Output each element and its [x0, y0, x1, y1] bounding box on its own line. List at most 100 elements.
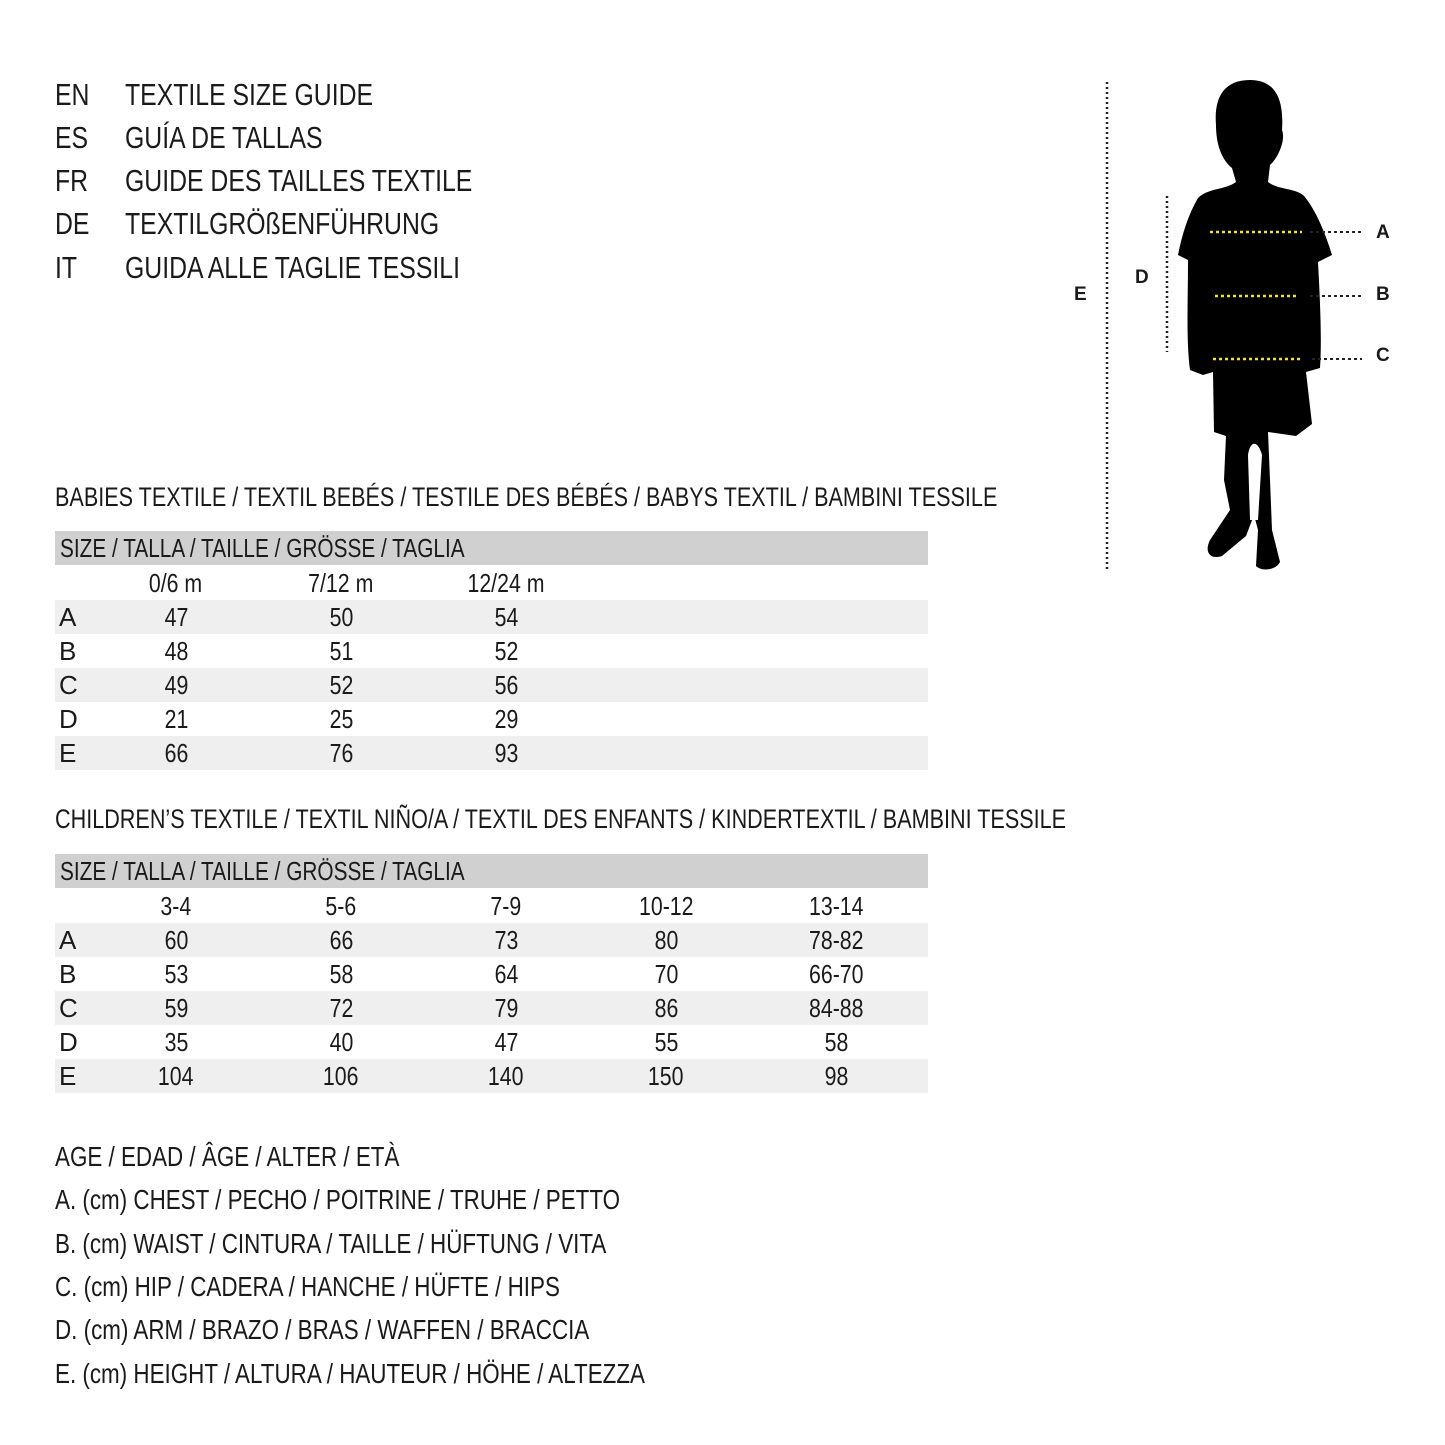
legend-chest: A. (cm) CHEST / PECHO / POITRINE / TRUHE…	[55, 1183, 761, 1217]
cell-text: 80	[654, 925, 678, 955]
cell-text: 150	[648, 1061, 684, 1091]
table-cell: 93	[446, 736, 566, 770]
table-cell: 78-82	[776, 923, 896, 957]
table-row: E 66 76 93	[55, 736, 928, 770]
label-c: C	[1376, 345, 1390, 366]
cell-text: 5-6	[325, 891, 357, 921]
column-header-row: 0/6 m 7/12 m 12/24 m	[55, 566, 928, 600]
legend-waist: B. (cm) WAIST / CINTURA / TAILLE / HÜFTU…	[55, 1227, 744, 1261]
column-header: 0/6 m	[116, 566, 236, 600]
cell-text: 70	[654, 959, 678, 989]
table-cell: 55	[606, 1025, 726, 1059]
table-row: A 60 66 73 80 78-82	[55, 923, 928, 957]
legend-text: AGE / EDAD / ÂGE / ALTER / ETÀ	[55, 1141, 400, 1172]
cell-text: 79	[494, 993, 518, 1023]
table-cell: 84-88	[776, 991, 896, 1025]
legend-arm: D. (cm) ARM / BRAZO / BRAS / WAFFEN / BR…	[55, 1313, 723, 1347]
cell-text: 49	[164, 670, 188, 700]
legend-text: A. (cm) CHEST / PECHO / POITRINE / TRUHE…	[55, 1184, 621, 1215]
table-cell: 56	[446, 668, 566, 702]
table-cell: 64	[446, 957, 566, 991]
cell-text: 10-12	[638, 891, 694, 921]
row-label: E	[59, 738, 77, 768]
label-e: E	[1074, 284, 1087, 305]
table-row: D 35 40 47 55 58	[55, 1025, 928, 1059]
cell-text: 55	[654, 1027, 678, 1057]
cell-text: 7-9	[490, 891, 522, 921]
cell-text: 47	[494, 1027, 518, 1057]
legend-text: B. (cm) WAIST / CINTURA / TAILLE / HÜFTU…	[55, 1228, 607, 1259]
row-label: C	[59, 993, 78, 1023]
lang-code: ES	[55, 120, 89, 155]
cell-text: 48	[164, 636, 188, 666]
size-header-text: SIZE / TALLA / TAILLE / GRÖSSE / TAGLIA	[60, 856, 465, 886]
table-cell: 66	[281, 923, 401, 957]
legend-hip: C. (cm) HIP / CADERA / HANCHE / HÜFTE / …	[55, 1270, 686, 1304]
table-cell: 86	[606, 991, 726, 1025]
column-header: 5-6	[281, 889, 401, 923]
lang-code: EN	[55, 77, 90, 112]
table-cell: 54	[446, 600, 566, 634]
table-row: A 47 50 54	[55, 600, 928, 634]
table-row: B 48 51 52	[55, 634, 928, 668]
table-cell: 49	[116, 668, 236, 702]
lang-code: DE	[55, 206, 90, 241]
title-text: GUIDE DES TAILLES TEXTILE	[125, 163, 473, 198]
column-header: 12/24 m	[446, 566, 566, 600]
table-cell: 79	[446, 991, 566, 1025]
table-cell: 47	[446, 1025, 566, 1059]
cell-text: 104	[158, 1061, 194, 1091]
cell-text: 47	[164, 602, 188, 632]
table-cell: 80	[606, 923, 726, 957]
children-size-header: SIZE / TALLA / TAILLE / GRÖSSE / TAGLIA	[55, 854, 928, 888]
title-text: GUÍA DE TALLAS	[125, 120, 323, 155]
table-cell: 58	[281, 957, 401, 991]
label-a: A	[1376, 222, 1390, 243]
legend-age: AGE / EDAD / ÂGE / ALTER / ETÀ	[55, 1140, 486, 1174]
cell-text: 78-82	[808, 925, 864, 955]
cell-text: 51	[329, 636, 353, 666]
table-cell: 51	[281, 634, 401, 668]
table-cell: 72	[281, 991, 401, 1025]
cell-text: 7/12 m	[308, 568, 374, 598]
column-header-row: 3-4 5-6 7-9 10-12 13-14	[55, 889, 928, 923]
label-b: B	[1376, 284, 1390, 305]
table-cell: 140	[446, 1059, 566, 1093]
table-cell: 47	[116, 600, 236, 634]
cell-text: 76	[329, 738, 353, 768]
table-cell: 25	[281, 702, 401, 736]
babies-size-header: SIZE / TALLA / TAILLE / GRÖSSE / TAGLIA	[55, 531, 928, 565]
table-cell: 66	[116, 736, 236, 770]
babies-heading: BABIES TEXTILE / TEXTIL BEBÉS / TESTILE …	[55, 481, 1233, 513]
cell-text: 64	[494, 959, 518, 989]
table-cell: 66-70	[776, 957, 896, 991]
cell-text: 52	[329, 670, 353, 700]
legend-text: E. (cm) HEIGHT / ALTURA / HAUTEUR / HÖHE…	[55, 1358, 645, 1389]
column-header: 3-4	[116, 889, 236, 923]
cell-text: 21	[164, 704, 188, 734]
table-cell: 104	[116, 1059, 236, 1093]
cell-text: 54	[494, 602, 518, 632]
legend-text: C. (cm) HIP / CADERA / HANCHE / HÜFTE / …	[55, 1271, 560, 1302]
table-cell: 76	[281, 736, 401, 770]
size-header-text: SIZE / TALLA / TAILLE / GRÖSSE / TAGLIA	[60, 533, 465, 563]
table-row: C 59 72 79 86 84-88	[55, 991, 928, 1025]
cell-text: 50	[329, 602, 353, 632]
cell-text: 86	[654, 993, 678, 1023]
table-cell: 106	[281, 1059, 401, 1093]
cell-text: 66	[164, 738, 188, 768]
cell-text: 106	[323, 1061, 359, 1091]
table-cell: 70	[606, 957, 726, 991]
row-label: A	[59, 602, 77, 632]
row-label: E	[59, 1061, 77, 1091]
cell-text: 0/6 m	[149, 568, 203, 598]
table-cell: 60	[116, 923, 236, 957]
table-cell: 40	[281, 1025, 401, 1059]
cell-text: 13-14	[808, 891, 864, 921]
table-cell: 98	[776, 1059, 896, 1093]
cell-text: 73	[494, 925, 518, 955]
column-header: 7-9	[446, 889, 566, 923]
heading-text: BABIES TEXTILE / TEXTIL BEBÉS / TESTILE …	[55, 482, 998, 512]
table-cell: 73	[446, 923, 566, 957]
